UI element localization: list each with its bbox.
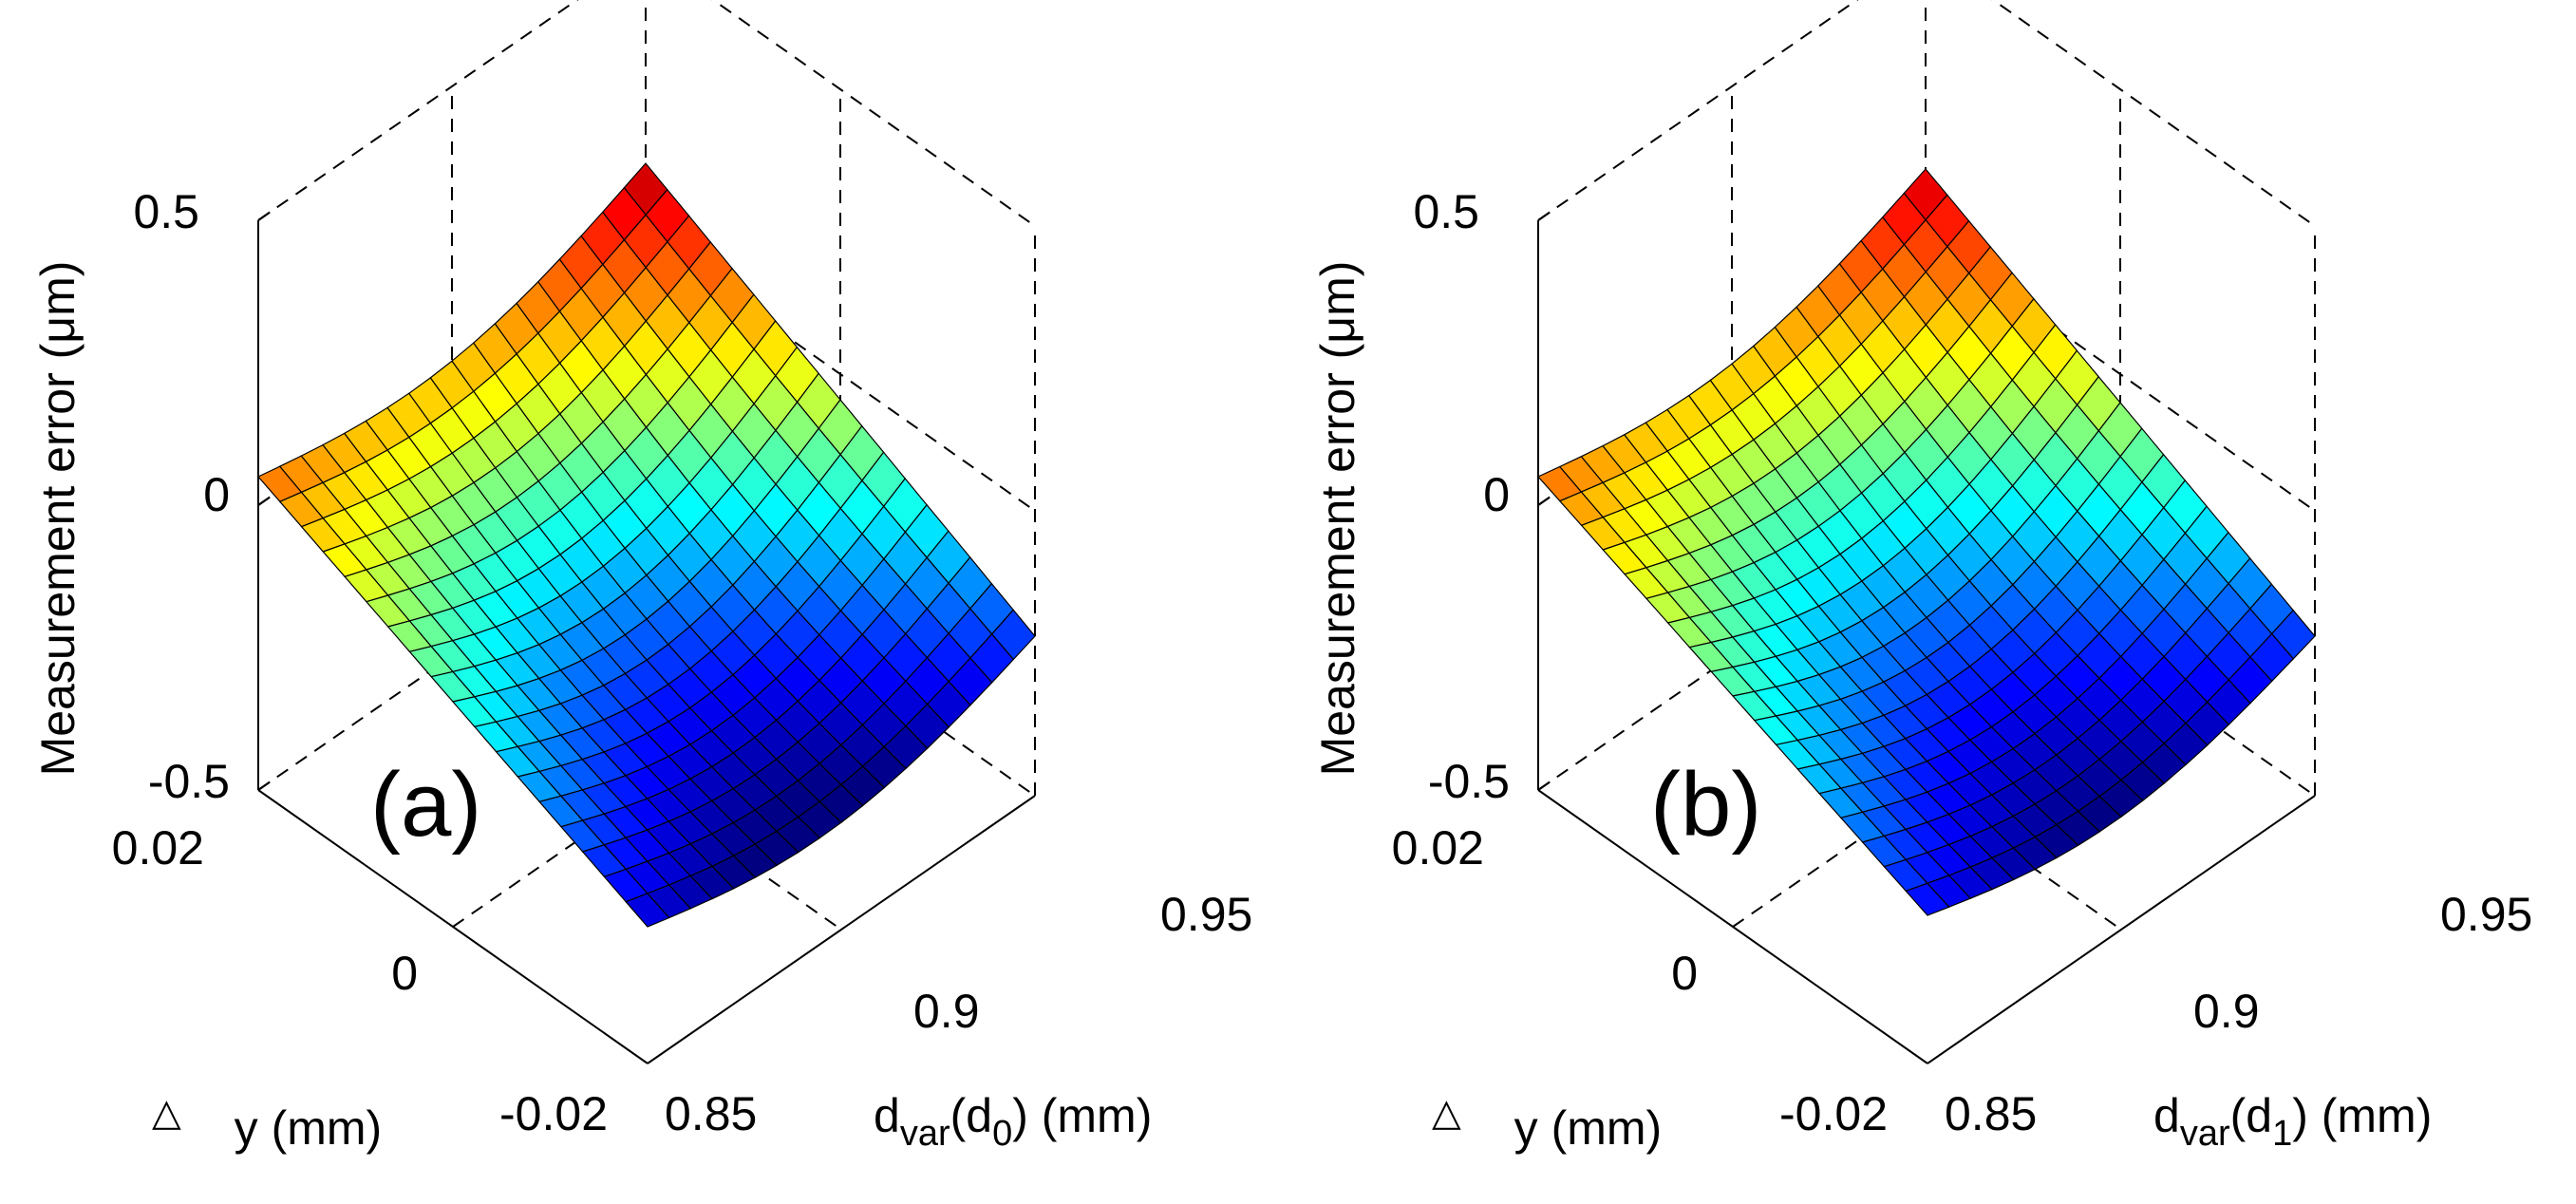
z-tick-mark <box>1537 496 1551 506</box>
y-axis-label-text: y (mm) <box>1514 1101 1663 1155</box>
z-tick-mark <box>257 781 271 791</box>
x-axis-label-close: ) (mm) <box>1012 1089 1152 1142</box>
surface-panel-a: 0.5 0 -0.5 0.02 0 -0.02 0.85 0.9 0.95 Me… <box>31 0 1252 1155</box>
z-tick-label: -0.5 <box>1428 755 1510 808</box>
x-axis-label-sub: 1 <box>2272 1114 2292 1154</box>
z-tick-mark <box>1537 211 1551 221</box>
surface-panel-b: 0.5 0 -0.5 0.02 0 -0.02 0.85 0.9 0.95 Me… <box>1311 0 2532 1155</box>
y-tick-label: 0.02 <box>112 821 204 875</box>
x-axis-label-close: ) (mm) <box>2292 1089 2432 1142</box>
y-tick-label: 0 <box>1671 947 1698 1000</box>
grid-line <box>257 0 579 221</box>
x-axis-label-sub: 0 <box>992 1114 1012 1154</box>
x-axis-label: dvar(d0) (mm) <box>874 1089 1152 1154</box>
z-axis-label: Measurement error (μm) <box>1311 261 1364 777</box>
surface-face <box>1905 882 1950 916</box>
x-axis-label-base: d <box>2153 1089 2180 1142</box>
panel-label: (a) <box>370 754 481 856</box>
y-tick-label: 0 <box>391 947 418 1000</box>
grid-line <box>1537 0 1859 221</box>
y-axis-label: △ y (mm) <box>152 1082 382 1155</box>
x-axis-label-open: (d <box>2230 1089 2272 1142</box>
grid-line <box>711 0 1036 227</box>
z-tick-label: 0.5 <box>1413 185 1479 238</box>
grid-line <box>1991 0 2316 227</box>
z-axis-label: Measurement error (μm) <box>31 261 85 777</box>
surface-mesh <box>1537 168 2316 916</box>
x-tick-label: 0.95 <box>2440 888 2532 941</box>
z-tick-label: 0 <box>1483 468 1510 521</box>
y-tick-label: -0.02 <box>1779 1087 1888 1140</box>
y-axis-delta-symbol: △ <box>1432 1092 1461 1134</box>
z-tick-label: 0.5 <box>133 185 199 238</box>
x-tick-label: 0.9 <box>913 985 980 1038</box>
surface-face <box>625 893 670 928</box>
y-tick-label: 0.02 <box>1392 821 1484 875</box>
x-axis-label-base-sub: var <box>2180 1114 2230 1154</box>
z-tick-mark <box>1537 781 1551 791</box>
x-tick-label: 0.95 <box>1160 888 1252 941</box>
y-axis-label: △ y (mm) <box>1432 1082 1662 1155</box>
z-tick-label: 0 <box>203 468 230 521</box>
y-axis-line <box>1537 789 1928 1064</box>
x-axis-label-base: d <box>874 1089 900 1142</box>
y-axis-line <box>257 789 649 1064</box>
x-axis-line <box>1927 795 2316 1064</box>
x-tick-label: 0.9 <box>2193 985 2260 1038</box>
x-axis-label-base-sub: var <box>900 1114 950 1154</box>
y-axis-delta-symbol: △ <box>152 1092 181 1134</box>
y-axis-label-text: y (mm) <box>235 1101 383 1155</box>
panel-label: (b) <box>1650 754 1761 856</box>
z-tick-label: -0.5 <box>148 755 230 808</box>
z-tick-mark <box>257 496 271 506</box>
x-tick-label: 0.85 <box>1945 1087 2037 1140</box>
x-tick-label: 0.85 <box>665 1087 757 1140</box>
surface-mesh <box>257 162 1036 928</box>
x-axis-label-open: (d <box>950 1089 992 1142</box>
x-axis-line <box>647 795 1036 1064</box>
z-tick-mark <box>257 211 271 221</box>
y-tick-label: -0.02 <box>499 1087 608 1140</box>
x-axis-label: dvar(d1) (mm) <box>2153 1089 2432 1154</box>
